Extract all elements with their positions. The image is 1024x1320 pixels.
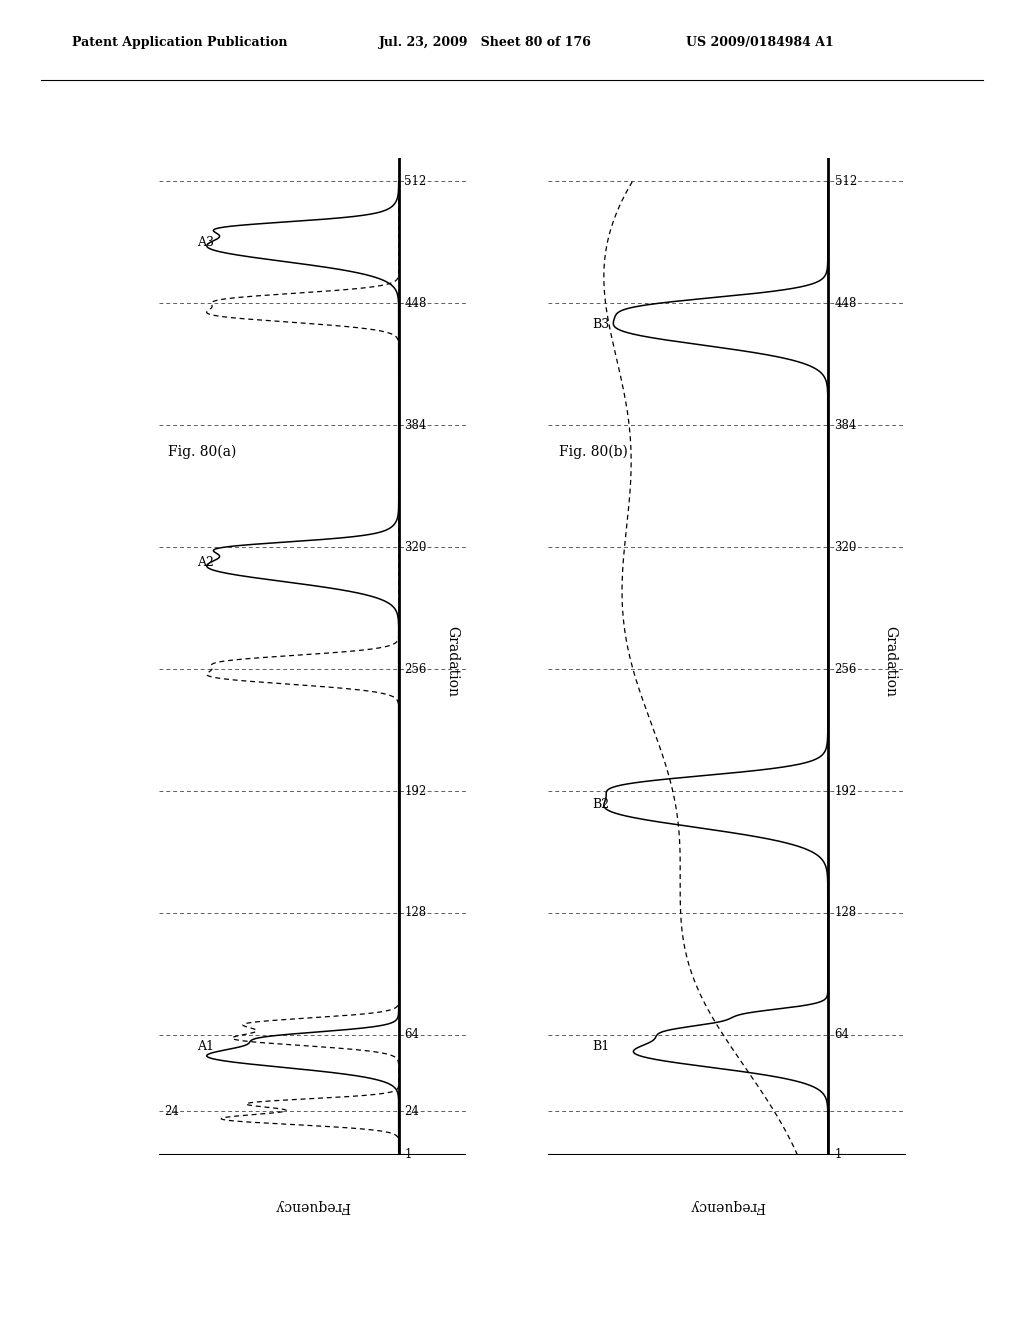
Text: Gradation: Gradation [884,626,898,697]
Text: 256: 256 [835,663,857,676]
Text: A2: A2 [197,556,214,569]
Text: 384: 384 [835,418,857,432]
Text: 24: 24 [404,1105,420,1118]
Text: 320: 320 [404,541,427,553]
Text: 512: 512 [835,174,857,187]
Text: 1: 1 [404,1148,412,1162]
Text: B3: B3 [593,318,610,331]
Text: 192: 192 [835,784,857,797]
Text: 384: 384 [404,418,427,432]
Text: 512: 512 [404,174,427,187]
Text: Fig. 80(b): Fig. 80(b) [559,445,628,459]
Text: Frequency: Frequency [274,1199,350,1213]
Text: 256: 256 [404,663,427,676]
Text: B1: B1 [593,1040,610,1053]
Text: 64: 64 [835,1028,850,1041]
Text: 448: 448 [404,297,427,310]
Text: 24: 24 [165,1105,179,1118]
Text: 64: 64 [404,1028,420,1041]
Text: Jul. 23, 2009   Sheet 80 of 176: Jul. 23, 2009 Sheet 80 of 176 [379,36,592,49]
Text: 192: 192 [404,784,427,797]
Text: Frequency: Frequency [689,1199,765,1213]
Text: US 2009/0184984 A1: US 2009/0184984 A1 [686,36,834,49]
Text: 1: 1 [835,1148,842,1162]
Text: 320: 320 [835,541,857,553]
Text: 128: 128 [404,907,427,920]
Text: 448: 448 [835,297,857,310]
Text: A1: A1 [197,1040,214,1053]
Text: B2: B2 [593,797,609,810]
Text: Patent Application Publication: Patent Application Publication [72,36,287,49]
Text: Gradation: Gradation [445,626,460,697]
Text: Fig. 80(a): Fig. 80(a) [168,445,237,459]
Text: A3: A3 [197,236,214,248]
Text: 128: 128 [835,907,857,920]
